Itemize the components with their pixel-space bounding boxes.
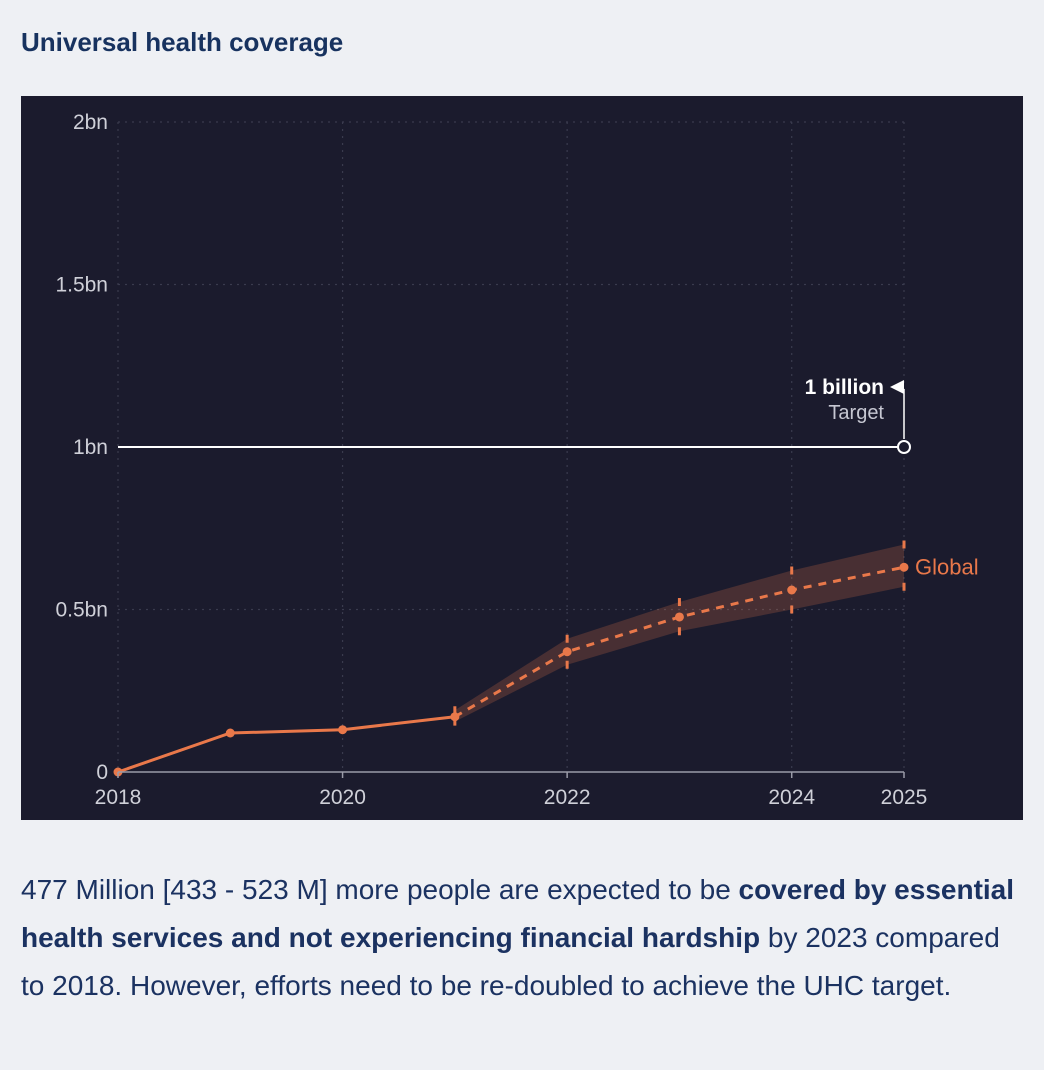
x-tick-label: 2022 — [544, 786, 591, 809]
x-tick-label: 2020 — [319, 786, 366, 809]
data-point[interactable] — [899, 562, 909, 572]
x-tick-label: 2018 — [95, 786, 142, 809]
page-title: Universal health coverage — [21, 27, 344, 57]
data-point[interactable] — [338, 725, 348, 735]
data-point[interactable] — [787, 585, 797, 595]
chart-panel: 1 billion Target 2018 2020 2022 2024 2025 0 0.5b… — [21, 96, 1023, 820]
data-point[interactable] — [674, 612, 684, 622]
target-sublabel: Target — [828, 402, 884, 424]
caption-lead: 477 Million [433 - 523 M] more people ar… — [21, 874, 739, 905]
data-point[interactable] — [225, 728, 235, 738]
target-callout-arrow-icon — [890, 380, 904, 394]
series-label-global: Global — [915, 554, 979, 579]
data-point[interactable] — [562, 647, 572, 657]
y-tick-label: 1bn — [73, 436, 108, 459]
x-tick-label: 2025 — [881, 786, 928, 809]
target-endpoint-marker — [897, 440, 911, 454]
caption-tail: by 2023 compared to 2018. However, effor… — [21, 922, 1000, 1001]
y-tick-label: 0 — [96, 761, 108, 784]
x-tick-label: 2024 — [768, 786, 815, 809]
uhc-line-chart: 1 billion Target 2018 2020 2022 2024 2025 0 0.5b… — [55, 111, 979, 809]
y-tick-label: 1.5bn — [55, 274, 108, 297]
target-label: 1 billion — [805, 376, 884, 399]
global-line-observed — [117, 715, 456, 774]
uhc-report-page: Universal health coverage 1 billion Targe… — [21, 27, 1023, 1010]
caption-emphasis: covered by essential health services and… — [21, 874, 1015, 953]
caption-paragraph: 477 Million [433 - 523 M] more people ar… — [21, 866, 1023, 1010]
y-tick-label: 0.5bn — [55, 599, 108, 622]
y-tick-label: 2bn — [73, 111, 108, 134]
data-point[interactable] — [450, 712, 460, 722]
